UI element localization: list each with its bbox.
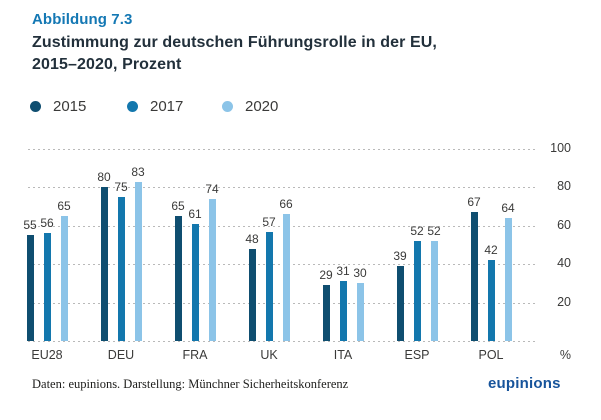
legend-item-2017: 2017 <box>127 98 183 115</box>
y-axis-label-40: 40 <box>557 256 571 271</box>
value-label-ESP-2015: 39 <box>393 249 407 264</box>
bar-ESP-2020 <box>430 241 438 341</box>
eupinions-logo: eupinions <box>488 375 561 392</box>
legend-dot-2015 <box>30 101 41 112</box>
y-axis-label-100: 100 <box>550 141 571 155</box>
figure-label: Abbildung 7.3 <box>32 11 133 28</box>
bar-FRA-2015 <box>174 216 182 341</box>
bar-EU28-2015 <box>26 235 34 341</box>
gridline-100 <box>28 149 538 150</box>
bar-EU28-2017 <box>43 233 51 341</box>
legend-item-2020: 2020 <box>222 98 278 115</box>
bar-POL-2017 <box>487 260 495 341</box>
value-label-DEU-2015: 80 <box>97 170 111 185</box>
x-axis-label-FRA: FRA <box>182 348 208 362</box>
y-axis-label-20: 20 <box>557 294 571 309</box>
value-label-EU28-2017: 56 <box>40 216 54 231</box>
value-label-UK-2017: 57 <box>262 214 276 229</box>
bar-DEU-2020 <box>134 181 142 341</box>
value-label-FRA-2015: 65 <box>171 199 185 214</box>
bar-ESP-2015 <box>396 266 404 341</box>
bar-UK-2017 <box>265 231 273 341</box>
bar-POL-2020 <box>504 218 512 341</box>
legend-label: 2020 <box>245 98 279 115</box>
y-axis-label-60: 60 <box>557 217 571 232</box>
x-axis-label-POL: POL <box>478 348 504 362</box>
x-axis-label-UK: UK <box>260 348 278 362</box>
value-label-ESP-2020: 52 <box>427 224 441 239</box>
value-label-FRA-2020: 74 <box>205 181 219 196</box>
value-label-FRA-2017: 61 <box>188 206 202 221</box>
x-axis-label-ESP: ESP <box>404 348 430 362</box>
value-label-UK-2020: 66 <box>279 197 293 212</box>
x-axis-label-EU28: EU28 <box>31 348 63 362</box>
gridline-80 <box>28 187 538 189</box>
bar-UK-2020 <box>282 214 290 341</box>
y-axis-unit: % <box>559 348 571 362</box>
gridline-0 <box>28 341 538 342</box>
x-axis-label-DEU: DEU <box>107 348 135 362</box>
bar-POL-2015 <box>470 212 478 341</box>
bar-DEU-2017 <box>117 197 125 341</box>
value-label-ITA-2017: 31 <box>336 264 350 279</box>
bar-ITA-2017 <box>339 281 347 341</box>
legend-dot-2017 <box>127 101 138 112</box>
value-label-DEU-2017: 75 <box>114 180 128 194</box>
bar-FRA-2017 <box>191 223 199 341</box>
legend-label: 2017 <box>150 98 184 115</box>
value-label-DEU-2020: 83 <box>131 164 145 179</box>
bar-ESP-2017 <box>413 241 421 341</box>
bar-ITA-2020 <box>356 283 364 341</box>
legend-item-2015: 2015 <box>30 98 86 115</box>
value-label-ITA-2015: 29 <box>319 268 333 283</box>
bar-UK-2015 <box>248 248 256 341</box>
value-label-ITA-2020: 30 <box>353 266 367 281</box>
value-label-POL-2020: 64 <box>501 201 515 216</box>
bar-ITA-2015 <box>322 285 330 341</box>
x-axis-label-ITA: ITA <box>333 348 353 362</box>
bar-EU28-2020 <box>60 216 68 341</box>
bar-DEU-2015 <box>100 187 108 341</box>
figure-title-line2: 2015–2020, Prozent <box>32 56 182 73</box>
value-label-EU28-2015: 55 <box>23 218 37 233</box>
source-note: Daten: eupinions. Darstellung: Münchner … <box>32 377 349 391</box>
bar-FRA-2020 <box>208 198 216 341</box>
legend-dot-2020 <box>222 101 233 112</box>
value-label-ESP-2017: 52 <box>410 224 424 239</box>
value-label-EU28-2020: 65 <box>57 199 71 214</box>
y-axis-label-80: 80 <box>557 179 571 194</box>
value-label-POL-2015: 67 <box>467 195 481 210</box>
figure-title-line1: Zustimmung zur deutschen Führungsrolle i… <box>32 34 437 51</box>
value-label-UK-2015: 48 <box>245 231 259 246</box>
value-label-POL-2017: 42 <box>484 243 498 258</box>
legend-label: 2015 <box>53 98 87 115</box>
